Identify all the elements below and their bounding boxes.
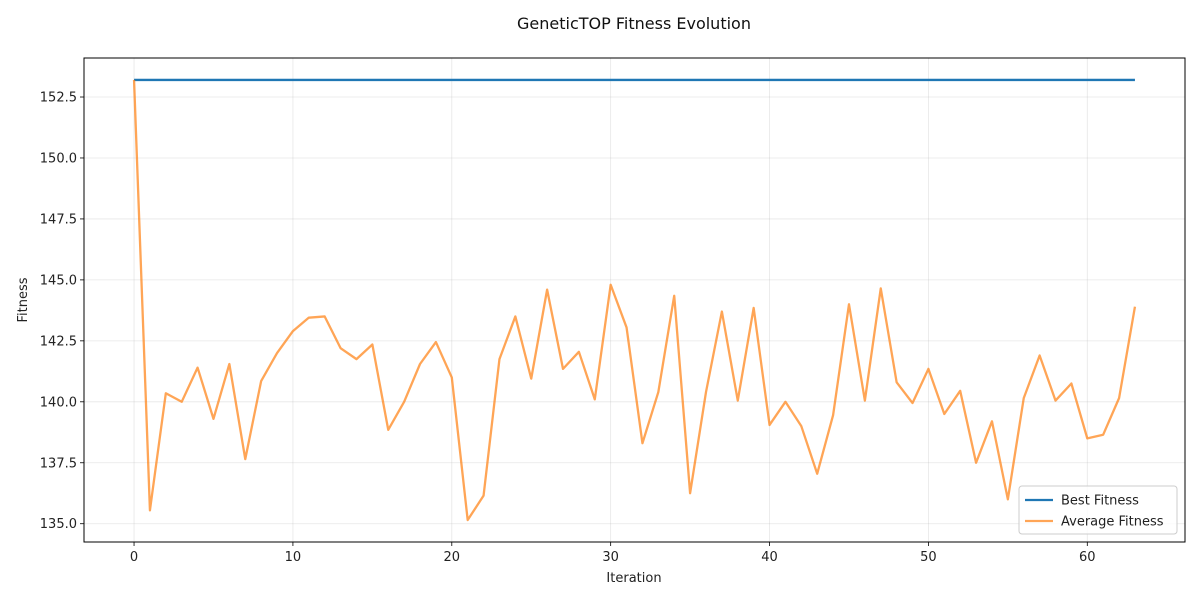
chart-title: GeneticTOP Fitness Evolution bbox=[517, 14, 751, 33]
y-tick-label: 147.5 bbox=[40, 212, 77, 227]
x-axis-title: Iteration bbox=[606, 571, 661, 586]
legend-label: Average Fitness bbox=[1061, 515, 1164, 530]
x-tick-label: 50 bbox=[920, 550, 937, 565]
y-tick-label: 142.5 bbox=[40, 334, 77, 349]
x-tick-label: 30 bbox=[602, 550, 619, 565]
legend-label: Best Fitness bbox=[1061, 494, 1139, 509]
series-line-average-fitness bbox=[132, 79, 1137, 522]
legend-box bbox=[1018, 485, 1178, 535]
series-layer bbox=[132, 78, 1137, 522]
y-tick-label: 140.0 bbox=[40, 395, 77, 410]
plot-frame bbox=[83, 57, 1186, 543]
y-axis-title: Fitness bbox=[16, 277, 31, 322]
y-tick-label: 145.0 bbox=[40, 273, 77, 288]
y-tick-label: 152.5 bbox=[40, 91, 77, 106]
grid-lines bbox=[84, 58, 1185, 542]
x-tick-label: 60 bbox=[1079, 550, 1096, 565]
x-tick-label: 0 bbox=[130, 550, 138, 565]
y-tick-label: 150.0 bbox=[40, 151, 77, 166]
y-tick-label: 137.5 bbox=[40, 456, 77, 471]
x-tick-label: 20 bbox=[444, 550, 461, 565]
axes: 0 10 20 30 40 50 60 135.0 137.5 140.0 142.5 145.0 14… bbox=[40, 91, 1096, 565]
x-tick-label: 10 bbox=[285, 550, 302, 565]
x-tick-label: 40 bbox=[761, 550, 778, 565]
legend: Best Fitness Average Fitness bbox=[1018, 485, 1178, 535]
y-tick-label: 135.0 bbox=[40, 517, 77, 532]
